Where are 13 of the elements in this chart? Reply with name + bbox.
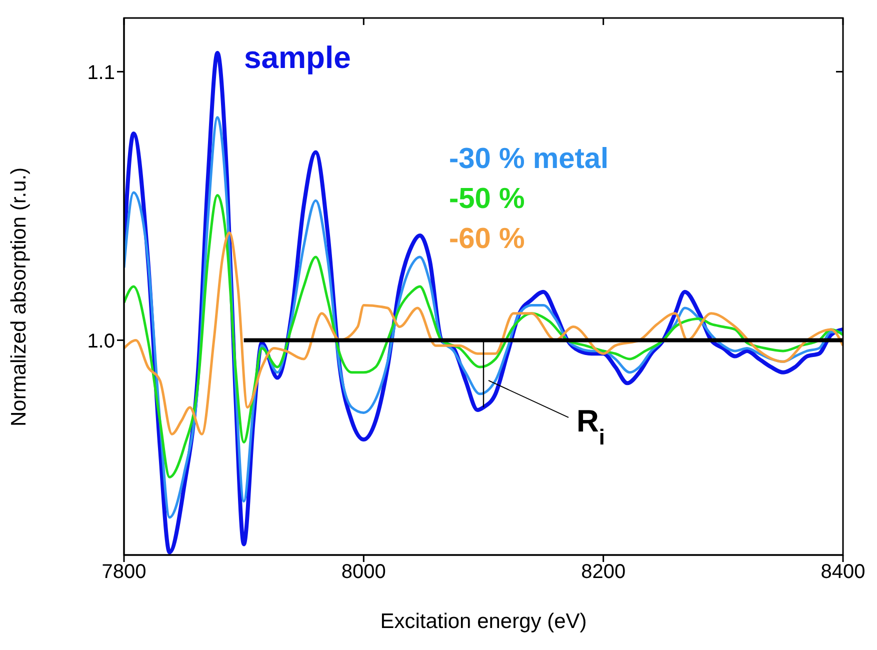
x-tick-label: 8000 [341, 561, 386, 584]
x-tick-label: 8200 [581, 561, 626, 584]
y-axis-title: Normalized absorption (r.u.) [7, 167, 30, 426]
series-label: sample [244, 40, 351, 75]
y-tick-label: 1.1 [87, 62, 115, 84]
annotation: R$_{i}$ [576, 403, 605, 449]
x-tick-label: 7800 [102, 561, 146, 584]
text: -30 % metal [449, 143, 609, 175]
text: -60 % [449, 223, 525, 255]
x-tick-label: 8400 [820, 561, 866, 584]
y-tick-label: 1.0 [87, 330, 115, 352]
text: -50 % [449, 183, 525, 215]
x-axis-title: Excitation energy (eV) [380, 610, 587, 633]
